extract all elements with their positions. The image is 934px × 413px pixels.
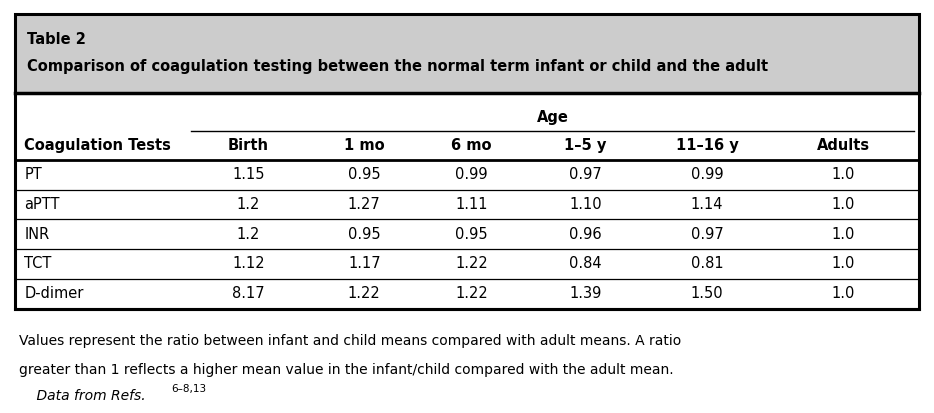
Text: 1.0: 1.0	[831, 167, 856, 182]
Text: INR: INR	[24, 227, 50, 242]
Text: 1.11: 1.11	[456, 197, 488, 212]
Text: 1–5 y: 1–5 y	[564, 138, 607, 153]
Text: 1.17: 1.17	[348, 256, 380, 271]
Text: 1.0: 1.0	[831, 227, 856, 242]
Text: 1.22: 1.22	[455, 286, 488, 301]
Text: 0.81: 0.81	[691, 256, 723, 271]
Text: 1.22: 1.22	[347, 286, 381, 301]
Text: Data from Refs.: Data from Refs.	[19, 389, 146, 404]
Text: 1.10: 1.10	[570, 197, 601, 212]
Text: 0.95: 0.95	[456, 227, 488, 242]
Text: 1.12: 1.12	[233, 256, 264, 271]
Text: greater than 1 reflects a higher mean value in the infant/child compared with th: greater than 1 reflects a higher mean va…	[19, 363, 673, 377]
Text: 1.2: 1.2	[236, 197, 261, 212]
Text: 0.99: 0.99	[691, 167, 723, 182]
Text: 1.14: 1.14	[691, 197, 723, 212]
Text: 0.84: 0.84	[570, 256, 601, 271]
Text: Comparison of coagulation testing between the normal term infant or child and th: Comparison of coagulation testing betwee…	[27, 59, 768, 74]
Text: 6 mo: 6 mo	[451, 138, 492, 153]
Text: 0.95: 0.95	[348, 167, 380, 182]
Text: 1.39: 1.39	[570, 286, 601, 301]
Text: aPTT: aPTT	[24, 197, 60, 212]
Text: D-dimer: D-dimer	[24, 286, 84, 301]
Text: 1.27: 1.27	[347, 197, 381, 212]
Text: PT: PT	[24, 167, 42, 182]
Text: 0.97: 0.97	[569, 167, 602, 182]
Text: 1 mo: 1 mo	[344, 138, 385, 153]
Text: Values represent the ratio between infant and child means compared with adult me: Values represent the ratio between infan…	[19, 334, 681, 348]
Text: 0.95: 0.95	[348, 227, 380, 242]
Text: 1.0: 1.0	[831, 286, 856, 301]
Text: 0.96: 0.96	[570, 227, 601, 242]
Text: Adults: Adults	[817, 138, 870, 153]
Text: Age: Age	[537, 110, 569, 125]
Text: 8.17: 8.17	[233, 286, 264, 301]
Text: 0.99: 0.99	[456, 167, 488, 182]
Text: 1.2: 1.2	[236, 227, 261, 242]
Text: 0.97: 0.97	[690, 227, 724, 242]
Text: 1.0: 1.0	[831, 197, 856, 212]
Text: 1.15: 1.15	[233, 167, 264, 182]
Text: Table 2: Table 2	[27, 32, 86, 47]
Text: TCT: TCT	[24, 256, 51, 271]
Text: 1.22: 1.22	[455, 256, 488, 271]
Text: Birth: Birth	[228, 138, 269, 153]
Text: 6–8,13: 6–8,13	[171, 384, 206, 394]
Text: 1.50: 1.50	[691, 286, 723, 301]
Text: Coagulation Tests: Coagulation Tests	[24, 138, 171, 153]
Text: 11–16 y: 11–16 y	[675, 138, 739, 153]
Text: 1.0: 1.0	[831, 256, 856, 271]
